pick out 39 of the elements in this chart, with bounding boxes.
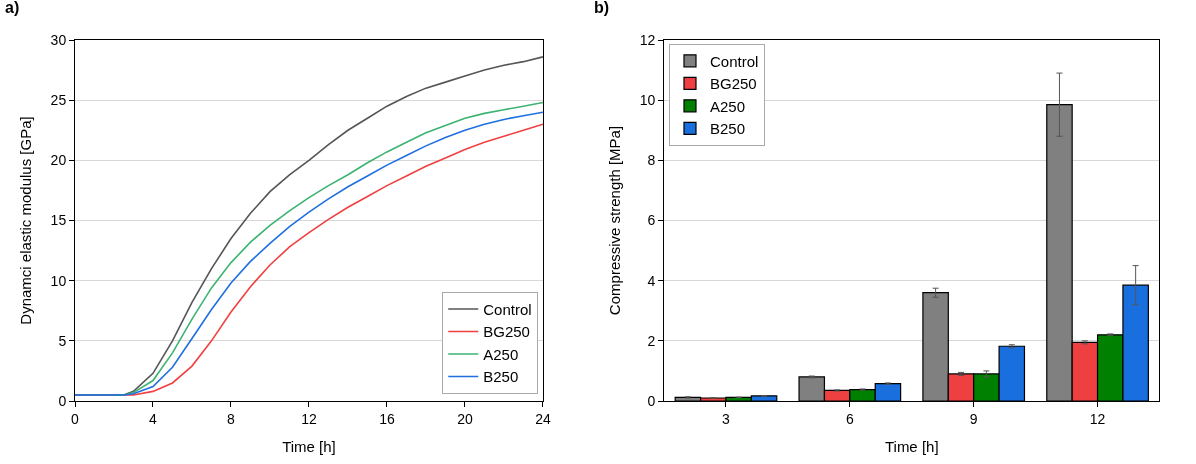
y-tick-label: 8 xyxy=(647,152,656,169)
legend-label: BG250 xyxy=(709,75,757,93)
x-tick-label: 20 xyxy=(457,410,473,427)
x-axis-title: Time [h] xyxy=(884,437,939,455)
x-tick-label: 16 xyxy=(379,410,395,427)
legend-label: Control xyxy=(483,300,532,318)
legend-label: A250 xyxy=(483,345,519,363)
x-tick-label: 24 xyxy=(535,410,551,427)
x-tick-label: 12 xyxy=(1089,410,1106,427)
y-tick-label: 5 xyxy=(58,332,67,349)
x-tick-label: 9 xyxy=(969,410,978,427)
x-tick-label: 6 xyxy=(845,410,854,427)
x-axis-title: Time [h] xyxy=(282,437,336,455)
legend-label: B250 xyxy=(709,120,746,138)
chart-title: a) xyxy=(5,0,20,16)
y-tick-label: 10 xyxy=(639,92,656,109)
y-tick-label: 4 xyxy=(647,272,656,289)
y-tick-label: 15 xyxy=(50,212,67,229)
y-tick-label: 0 xyxy=(58,392,67,409)
legend-label: Control xyxy=(709,52,759,70)
x-tick-label: 8 xyxy=(227,410,236,427)
x-tick-label: 12 xyxy=(301,410,317,427)
y-tick-label: 12 xyxy=(639,31,656,48)
legend-label: BG250 xyxy=(483,323,530,341)
legend-label: A250 xyxy=(709,97,746,115)
x-tick-label: 0 xyxy=(71,410,80,427)
legend-label: B250 xyxy=(483,368,519,386)
y-tick-label: 2 xyxy=(647,332,656,349)
y-tick-label: 20 xyxy=(50,152,67,169)
y-tick-label: 30 xyxy=(50,31,67,48)
y-axis-title: Dynamci elastic modulus [GPa] xyxy=(16,116,34,325)
y-tick-label: 0 xyxy=(647,392,656,409)
x-tick-label: 3 xyxy=(722,410,731,427)
y-axis-title: Compressive strength [MPa] xyxy=(605,125,623,316)
chart-title: b) xyxy=(594,0,610,16)
x-tick-label: 4 xyxy=(149,410,158,427)
y-tick-label: 25 xyxy=(50,92,67,109)
y-tick-label: 6 xyxy=(647,212,656,229)
y-tick-label: 10 xyxy=(50,272,67,289)
